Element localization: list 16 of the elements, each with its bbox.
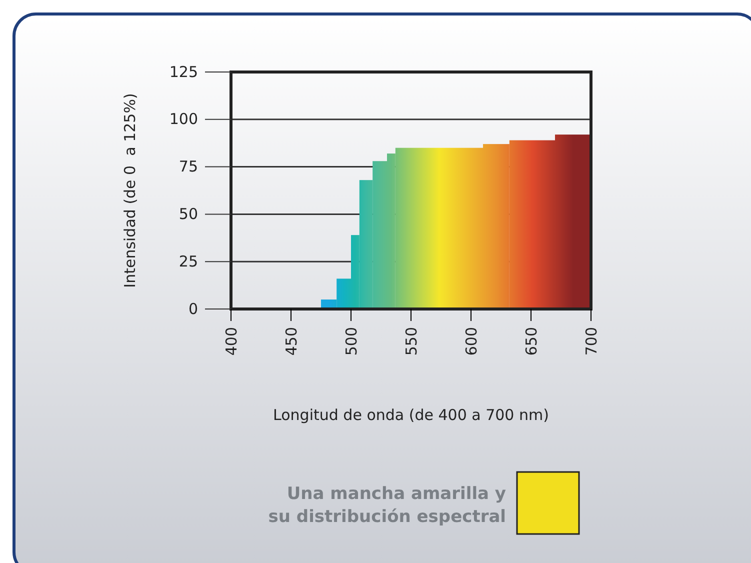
- x-tick-label: 600: [462, 327, 480, 356]
- y-tick-label: 25: [178, 252, 198, 270]
- text: Una mancha amarilla y su distribución espectral: [268, 484, 506, 527]
- y-axis-title: Intensidad (de 0 a 125%): [121, 93, 139, 288]
- x-tick-label: 650: [522, 327, 540, 356]
- x-tick-label: 400: [222, 327, 240, 356]
- x-axis-title: Longitud de onda (de 400 a 700 nm): [273, 406, 549, 424]
- x-tick-label: 500: [342, 327, 360, 356]
- x-tick-label: 700: [582, 327, 600, 356]
- y-tick-label: 100: [169, 110, 198, 128]
- y-tick-label: 125: [169, 62, 198, 81]
- y-tick-label: 75: [178, 158, 198, 176]
- x-tick-label: 550: [402, 327, 420, 356]
- x-tick-label: 450: [282, 327, 300, 356]
- y-tick-label: 0: [188, 300, 198, 318]
- y-tick-label: 50: [178, 205, 198, 223]
